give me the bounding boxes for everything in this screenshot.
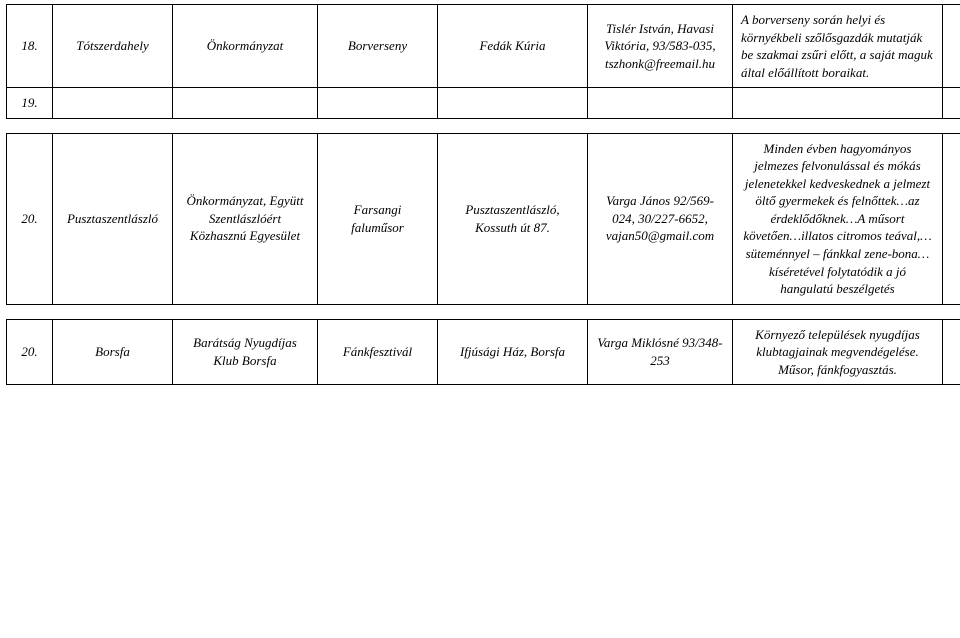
cell-org [173,88,318,119]
cell-contact [588,88,733,119]
cell-loc: Pusztaszentlászló [53,133,173,304]
cell-loc: Borsfa [53,319,173,385]
cell-place: Pusztaszentlászló, Kossuth út 87. [438,133,588,304]
table-row: 20. Pusztaszentlászló Önkormányzat, Együ… [7,133,960,304]
cell-desc: A borverseny során helyi és környékbeli … [733,5,943,88]
data-table-2: 20. Pusztaszentlászló Önkormányzat, Együ… [6,133,960,305]
cell-num: 18. [7,5,53,88]
cell-event [318,88,438,119]
cell-num: 20. [7,133,53,304]
cell-date [943,5,960,88]
cell-loc [53,88,173,119]
cell-contact: Varga János 92/569-024, 30/227-6652, vaj… [588,133,733,304]
document-sheet: 18. Tótszerdahely Önkormányzat Borversen… [0,0,960,407]
cell-event: Farsangi faluműsor [318,133,438,304]
cell-desc: Környező települések nyugdíjas klubtagja… [733,319,943,385]
cell-date [943,88,960,119]
cell-num: 20. [7,319,53,385]
cell-num: 19. [7,88,53,119]
table-row: 20. Borsfa Barátság Nyugdíjas Klub Borsf… [7,319,960,385]
cell-desc [733,88,943,119]
table-row: 18. Tótszerdahely Önkormányzat Borversen… [7,5,960,88]
cell-event: Borverseny [318,5,438,88]
table-row: 19. [7,88,960,119]
cell-desc: Minden évben hagyományos jelmezes felvon… [733,133,943,304]
cell-date [943,319,960,385]
cell-org: Önkormányzat [173,5,318,88]
cell-place: Ifjúsági Ház, Borsfa [438,319,588,385]
data-table-1: 18. Tótszerdahely Önkormányzat Borversen… [6,4,960,119]
cell-org: Barátság Nyugdíjas Klub Borsfa [173,319,318,385]
cell-loc: Tótszerdahely [53,5,173,88]
data-table-3: 20. Borsfa Barátság Nyugdíjas Klub Borsf… [6,319,960,386]
cell-contact: Tislér István, Havasi Viktória, 93/583-0… [588,5,733,88]
cell-org: Önkormányzat, Együtt Szentlászlóért Közh… [173,133,318,304]
cell-date: 02.12. vagy 02.20. [943,133,960,304]
cell-place [438,88,588,119]
cell-event: Fánkfesztivál [318,319,438,385]
cell-contact: Varga Miklósné 93/348-253 [588,319,733,385]
cell-place: Fedák Kúria [438,5,588,88]
